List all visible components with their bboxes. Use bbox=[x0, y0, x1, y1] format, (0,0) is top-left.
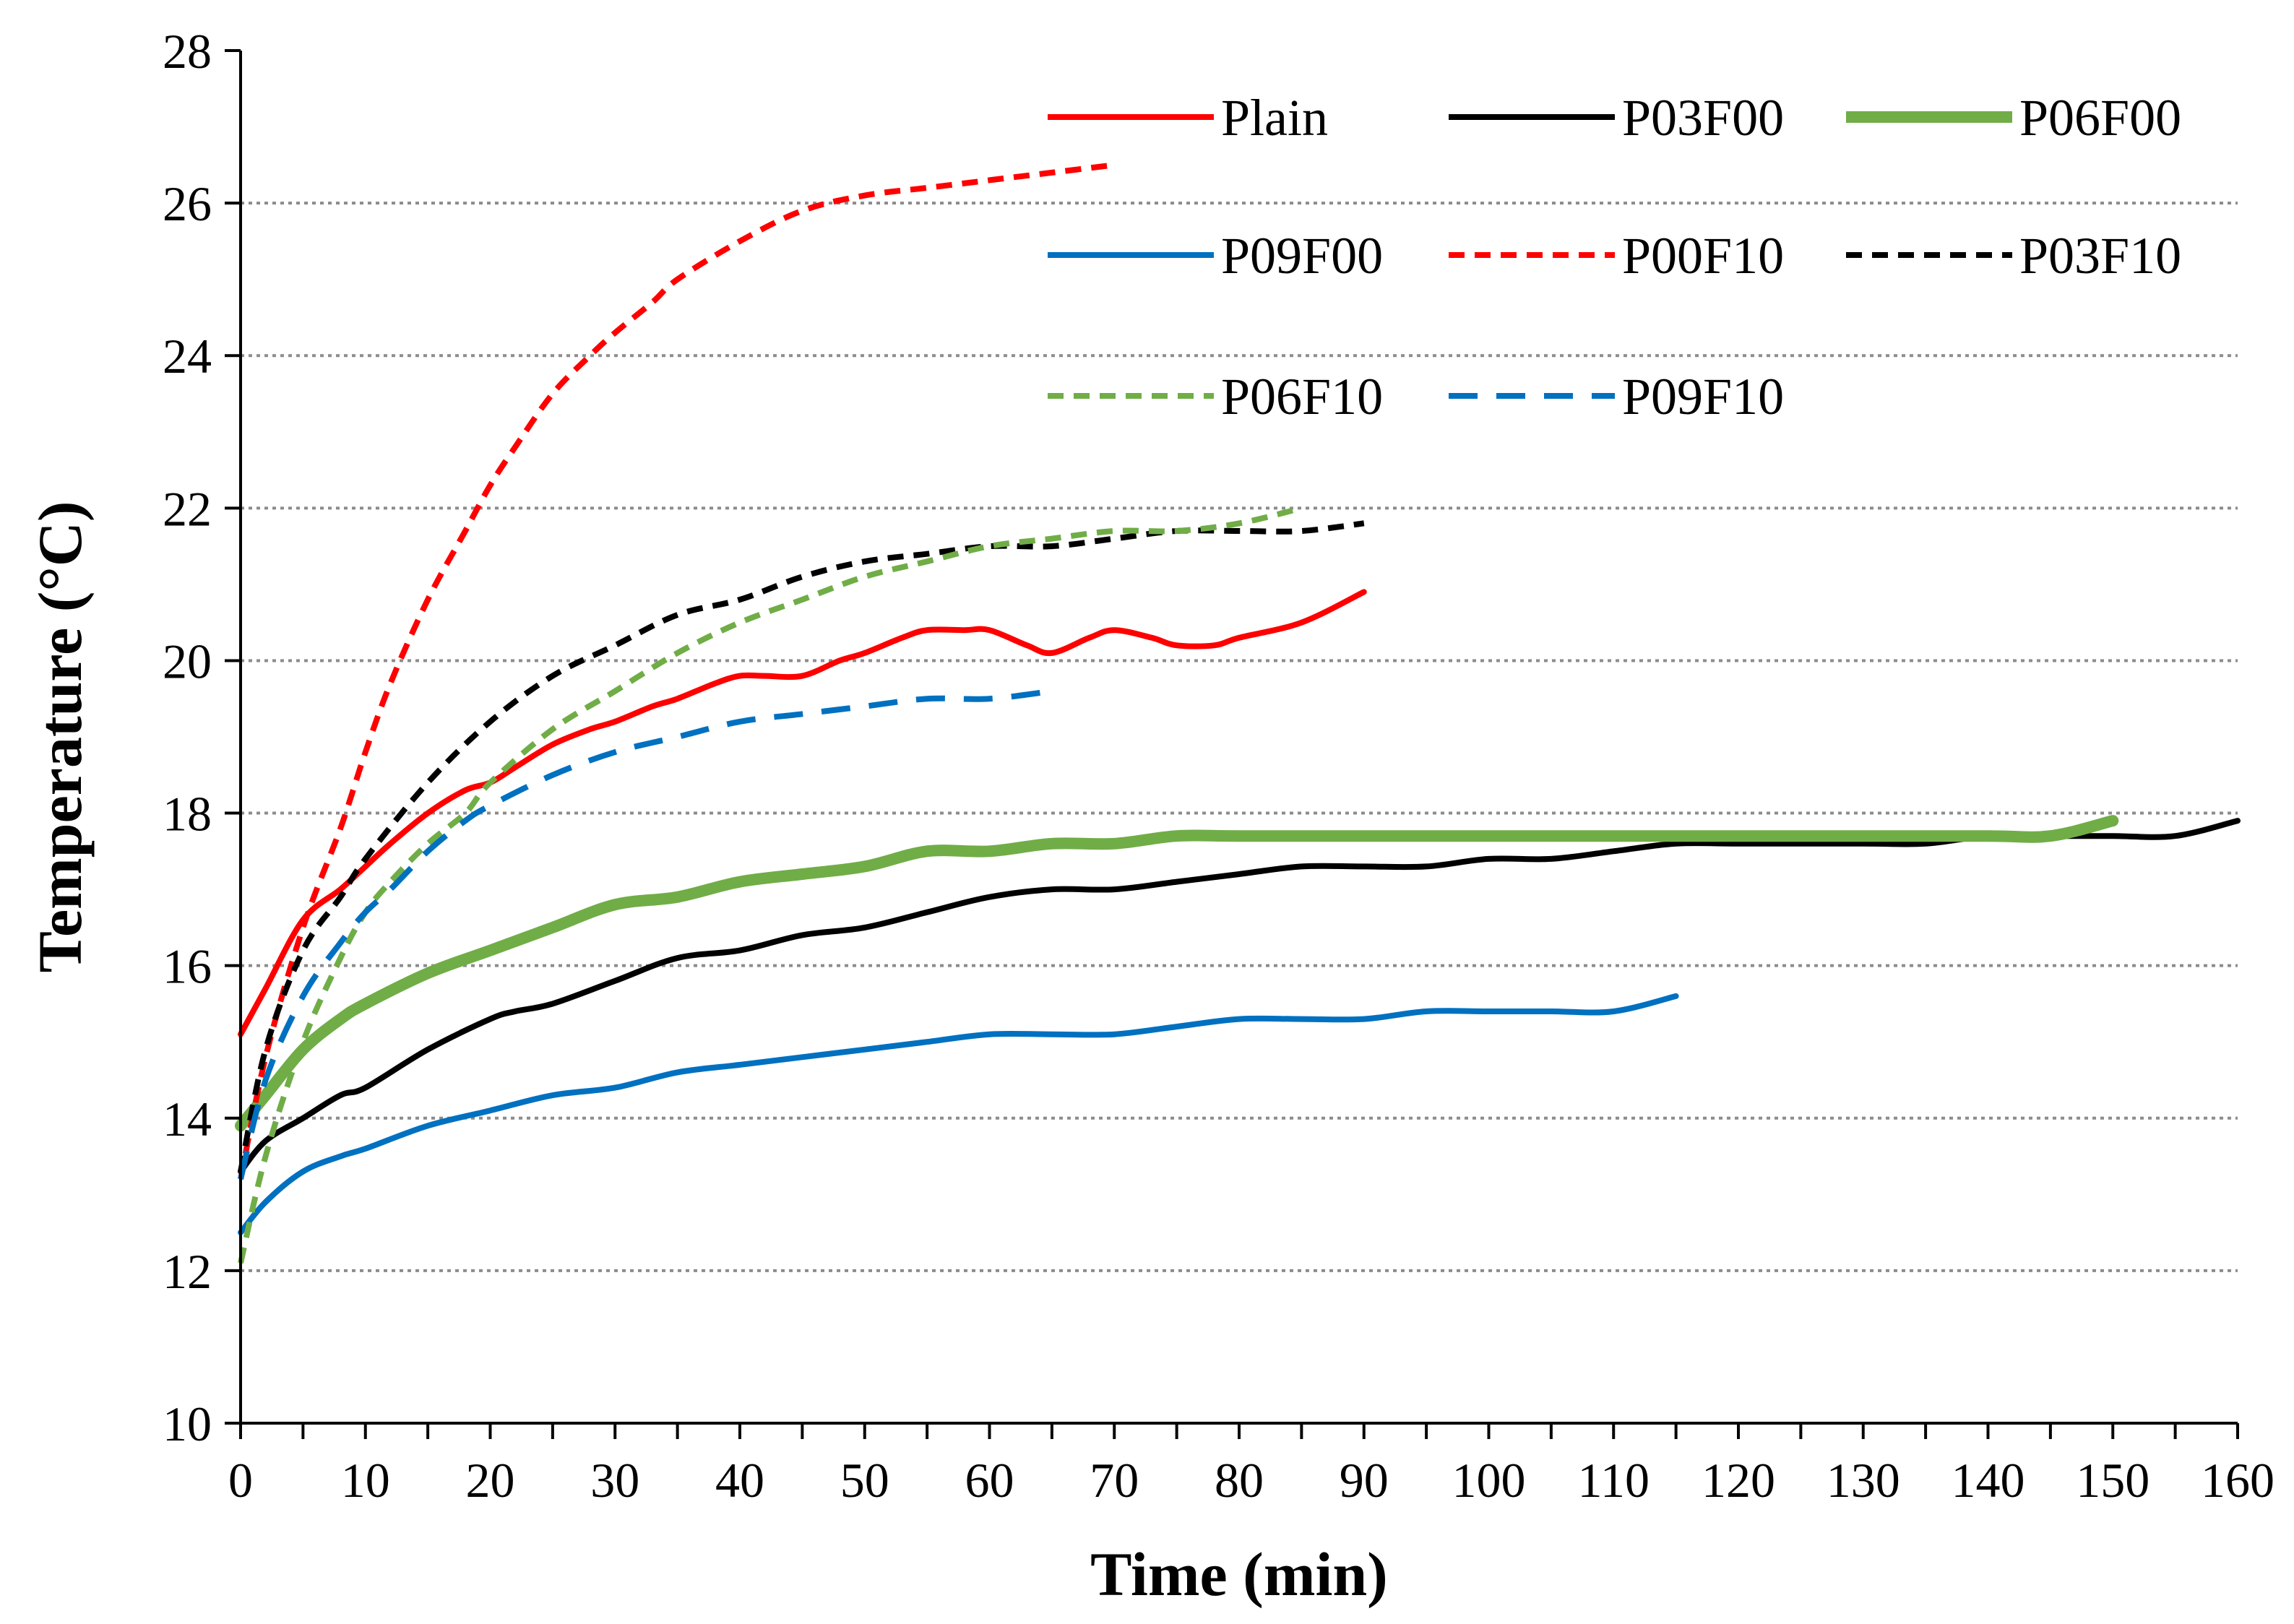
y-tick-label-24: 24 bbox=[163, 329, 212, 384]
x-tick-label-40: 40 bbox=[715, 1453, 764, 1508]
series-line-p00f10 bbox=[238, 162, 1115, 1180]
x-tick-label-50: 50 bbox=[840, 1453, 889, 1508]
series-lines bbox=[235, 162, 2241, 1264]
x-tick-label-10: 10 bbox=[341, 1453, 390, 1508]
x-tick-label-160: 160 bbox=[2201, 1453, 2274, 1508]
y-tick-label-12: 12 bbox=[163, 1244, 212, 1299]
axes: 10 12 14 16 18 20 22 24 26 28 0 10 20 30 40 50 60 70 80 90 1… bbox=[163, 24, 2274, 1508]
legend-label-p03f00: P03F00 bbox=[1622, 89, 1784, 147]
x-tick-label-80: 80 bbox=[1215, 1453, 1264, 1508]
legend-label-p06f00: P06F00 bbox=[2019, 89, 2181, 147]
x-tick-label-20: 20 bbox=[466, 1453, 515, 1508]
y-tick-label-14: 14 bbox=[163, 1092, 212, 1146]
x-tick-label-130: 130 bbox=[1827, 1453, 1900, 1508]
series-line-p09f10 bbox=[238, 688, 1053, 1180]
x-tick-label-100: 100 bbox=[1452, 1453, 1526, 1508]
legend: Plain P03F00 P06F00 P09F00 P00F10 P03F10 P06F1… bbox=[1048, 89, 2181, 426]
series-line-plain bbox=[238, 589, 1367, 1037]
series-line-p09f00 bbox=[238, 993, 1679, 1236]
x-tick-label-90: 90 bbox=[1340, 1453, 1389, 1508]
y-tick-label-26: 26 bbox=[163, 176, 212, 231]
x-tick-label-150: 150 bbox=[2076, 1453, 2149, 1508]
y-tick-label-16: 16 bbox=[163, 939, 212, 994]
legend-label-p09f10: P09F10 bbox=[1622, 368, 1784, 426]
x-tick-label-110: 110 bbox=[1578, 1453, 1650, 1508]
x-tick-label-60: 60 bbox=[965, 1453, 1014, 1508]
y-tick-label-20: 20 bbox=[163, 634, 212, 688]
y-tick-label-22: 22 bbox=[163, 481, 212, 536]
y-axis-title: Temperature (°C) bbox=[25, 501, 95, 973]
y-tick-label-18: 18 bbox=[163, 787, 212, 842]
series-line-p03f10 bbox=[238, 520, 1365, 1172]
x-axis-title: Time (min) bbox=[1090, 1539, 1388, 1609]
legend-label-p03f10: P03F10 bbox=[2019, 227, 2181, 285]
grid bbox=[241, 202, 2238, 1272]
legend-label-plain: Plain bbox=[1221, 89, 1328, 147]
legend-label-p06f10: P06F10 bbox=[1221, 368, 1383, 426]
x-tick-label-70: 70 bbox=[1090, 1453, 1139, 1508]
y-tick-label-10: 10 bbox=[163, 1396, 212, 1451]
legend-label-p00f10: P00F10 bbox=[1622, 227, 1784, 285]
x-tick-label-140: 140 bbox=[1952, 1453, 2025, 1508]
legend-label-p09f00: P09F00 bbox=[1221, 227, 1383, 285]
x-tick-label-0: 0 bbox=[228, 1453, 253, 1508]
x-tick-label-120: 120 bbox=[1702, 1453, 1775, 1508]
series-line-p06f00 bbox=[235, 815, 2119, 1132]
x-tick-label-30: 30 bbox=[590, 1453, 639, 1508]
series-line-p06f10 bbox=[238, 505, 1303, 1264]
y-tick-label-28: 28 bbox=[163, 24, 212, 79]
series-line-p03f00 bbox=[238, 818, 2241, 1175]
